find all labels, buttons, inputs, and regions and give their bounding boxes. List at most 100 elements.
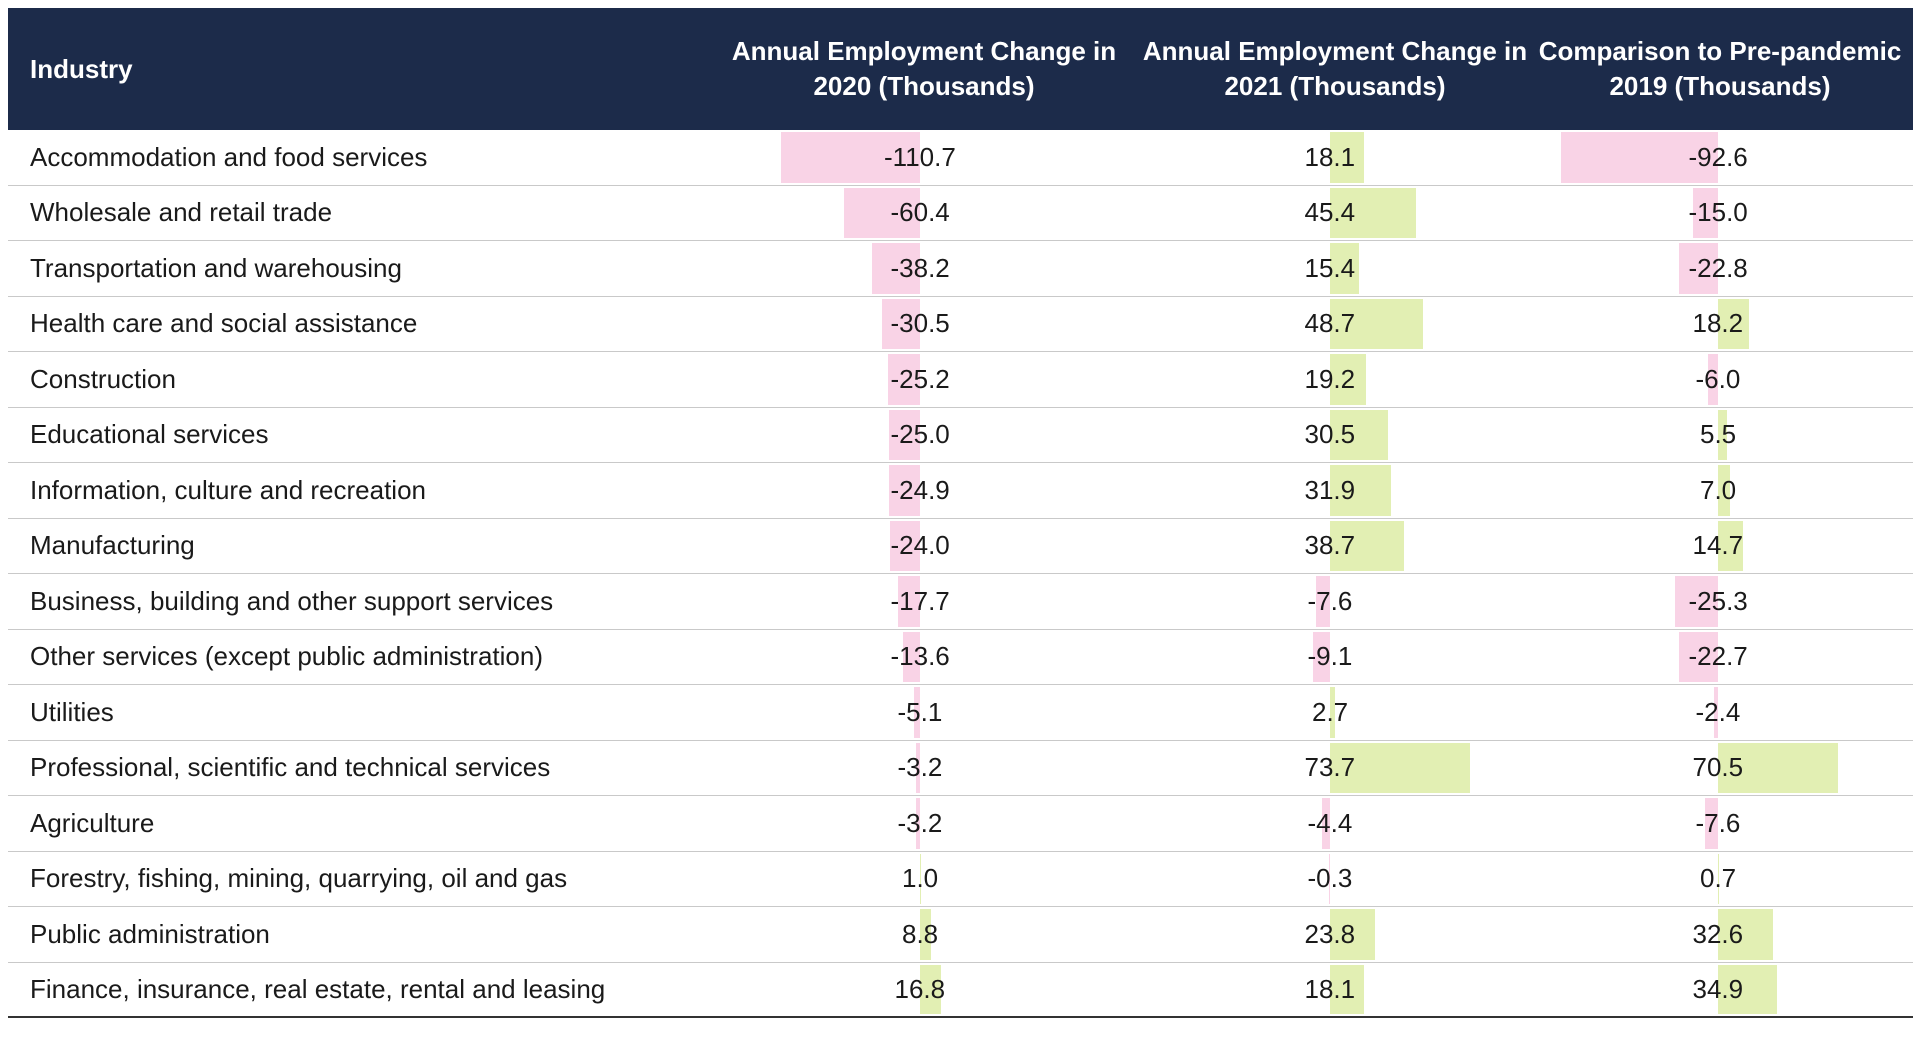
header-change-2020: Annual Employment Change in 2020 (Thousa… <box>731 36 1117 101</box>
cell-v2020: -25.2 <box>718 352 1130 407</box>
data-bar-v2021 <box>1330 243 1360 294</box>
value-v2020: -24.0 <box>890 530 950 561</box>
value-v2021: 31.9 <box>1304 474 1356 505</box>
value-vcomp: 32.6 <box>1692 918 1744 949</box>
data-bar-v2021 <box>1330 465 1391 516</box>
table-row: Public administration 8.8 23.8 32.6 <box>8 907 1913 963</box>
value-vcomp: 0.7 <box>1700 863 1737 894</box>
cell-vcomp: -22.7 <box>1520 630 1917 685</box>
header-change-2021: Annual Employment Change in 2021 (Thousa… <box>1142 36 1528 101</box>
cell-v2020: -110.7 <box>718 130 1130 185</box>
value-v2020: -3.2 <box>897 807 943 838</box>
industry-label: Wholesale and retail trade <box>30 197 333 228</box>
data-bar-v2021 <box>1330 354 1367 405</box>
cell-v2020: -13.6 <box>718 630 1130 685</box>
header-industry: Industry <box>30 53 133 84</box>
cell-vcomp: -7.6 <box>1520 796 1917 851</box>
value-v2021: 15.4 <box>1304 252 1356 283</box>
cell-v2021: 2.7 <box>1138 685 1532 740</box>
cell-vcomp: 5.5 <box>1520 408 1917 463</box>
data-bar-v2021 <box>1330 742 1471 793</box>
value-v2020: -5.1 <box>897 696 943 727</box>
table-row: Wholesale and retail trade -60.4 45.4 -15.0 <box>8 186 1913 241</box>
table-row: Other services (except public administra… <box>8 630 1913 685</box>
value-v2021: 48.7 <box>1304 308 1356 339</box>
data-bar-vcomp <box>1718 465 1730 516</box>
value-v2020: 16.8 <box>894 973 946 1004</box>
table-row: Finance, insurance, real estate, rental … <box>8 963 1913 1018</box>
cell-v2021: 38.7 <box>1138 519 1532 574</box>
cell-v2021: 18.1 <box>1138 963 1532 1017</box>
industry-label: Business, building and other support ser… <box>30 585 554 616</box>
data-bar-vcomp <box>1679 243 1718 294</box>
cell-v2020: -3.2 <box>718 796 1130 851</box>
value-v2020: -60.4 <box>890 197 950 228</box>
data-bar-v2020 <box>889 520 920 571</box>
cell-vcomp: -25.3 <box>1520 574 1917 629</box>
value-v2020: -110.7 <box>884 141 956 172</box>
value-v2021: 45.4 <box>1304 197 1356 228</box>
cell-v2021: 18.1 <box>1138 130 1532 185</box>
data-bar-vcomp <box>1713 687 1718 738</box>
data-bar-v2020 <box>920 909 932 960</box>
cell-vcomp: -22.8 <box>1520 241 1917 296</box>
value-v2020: 1.0 <box>902 863 939 894</box>
table-row: Agriculture -3.2 -4.4 -7.6 <box>8 796 1913 852</box>
industry-label: Other services (except public administra… <box>30 641 543 672</box>
cell-v2020: 16.8 <box>718 963 1130 1017</box>
value-v2021: -9.1 <box>1307 641 1353 672</box>
data-bar-vcomp <box>1718 520 1743 571</box>
cell-v2020: -30.5 <box>718 297 1130 352</box>
data-bar-vcomp <box>1692 187 1718 238</box>
data-bar-v2021 <box>1330 298 1423 349</box>
data-bar-v2021 <box>1330 187 1417 238</box>
cell-v2021: 30.5 <box>1138 408 1532 463</box>
value-v2021: -0.3 <box>1307 863 1353 894</box>
value-vcomp: 14.7 <box>1692 530 1744 561</box>
data-bar-v2020 <box>780 132 920 183</box>
value-v2020: -38.2 <box>890 252 950 283</box>
value-vcomp: 34.9 <box>1692 973 1744 1004</box>
cell-v2021: 73.7 <box>1138 741 1532 796</box>
value-vcomp: -2.4 <box>1695 696 1741 727</box>
cell-v2020: -25.0 <box>718 408 1130 463</box>
value-vcomp: 7.0 <box>1700 474 1737 505</box>
cell-vcomp: -15.0 <box>1520 186 1917 241</box>
cell-v2020: -24.0 <box>718 519 1130 574</box>
value-v2021: 23.8 <box>1304 918 1356 949</box>
industry-label: Accommodation and food services <box>30 141 428 172</box>
value-v2020: 8.8 <box>902 918 939 949</box>
table-row: Educational services -25.0 30.5 5.5 <box>8 408 1913 463</box>
data-bar-v2020 <box>897 576 920 627</box>
value-vcomp: -6.0 <box>1695 363 1741 394</box>
data-bar-v2020 <box>920 853 922 904</box>
data-bar-vcomp <box>1674 576 1718 627</box>
industry-label: Public administration <box>30 918 270 949</box>
value-v2021: -4.4 <box>1307 807 1353 838</box>
cell-v2020: 1.0 <box>718 852 1130 907</box>
data-bar-v2021 <box>1321 798 1330 849</box>
value-v2020: -3.2 <box>897 752 943 783</box>
cell-v2020: -5.1 <box>718 685 1130 740</box>
data-bar-vcomp <box>1718 298 1749 349</box>
header-comparison-2019: Comparison to Pre-pandemic 2019 (Thousan… <box>1538 36 1902 101</box>
cell-v2021: 31.9 <box>1138 463 1532 518</box>
table-row: Manufacturing -24.0 38.7 14.7 <box>8 519 1913 574</box>
data-bar-v2020 <box>888 354 920 405</box>
industry-label: Utilities <box>30 696 114 727</box>
data-bar-v2020 <box>871 243 920 294</box>
cell-vcomp: 7.0 <box>1520 463 1917 518</box>
table-row: Construction -25.2 19.2 -6.0 <box>8 352 1913 408</box>
cell-v2020: -17.7 <box>718 574 1130 629</box>
data-bar-vcomp <box>1679 631 1718 682</box>
employment-table: Industry Annual Employment Change in 202… <box>8 8 1913 1018</box>
value-v2020: -25.0 <box>890 419 950 450</box>
cell-vcomp: 18.2 <box>1520 297 1917 352</box>
table-row: Accommodation and food services -110.7 18.… <box>8 130 1913 186</box>
cell-vcomp: 32.6 <box>1520 907 1917 962</box>
data-bar-vcomp <box>1718 909 1774 960</box>
cell-v2020: -38.2 <box>718 241 1130 296</box>
cell-v2020: -3.2 <box>718 741 1130 796</box>
value-v2021: 30.5 <box>1304 419 1356 450</box>
data-bar-v2021 <box>1330 409 1388 460</box>
